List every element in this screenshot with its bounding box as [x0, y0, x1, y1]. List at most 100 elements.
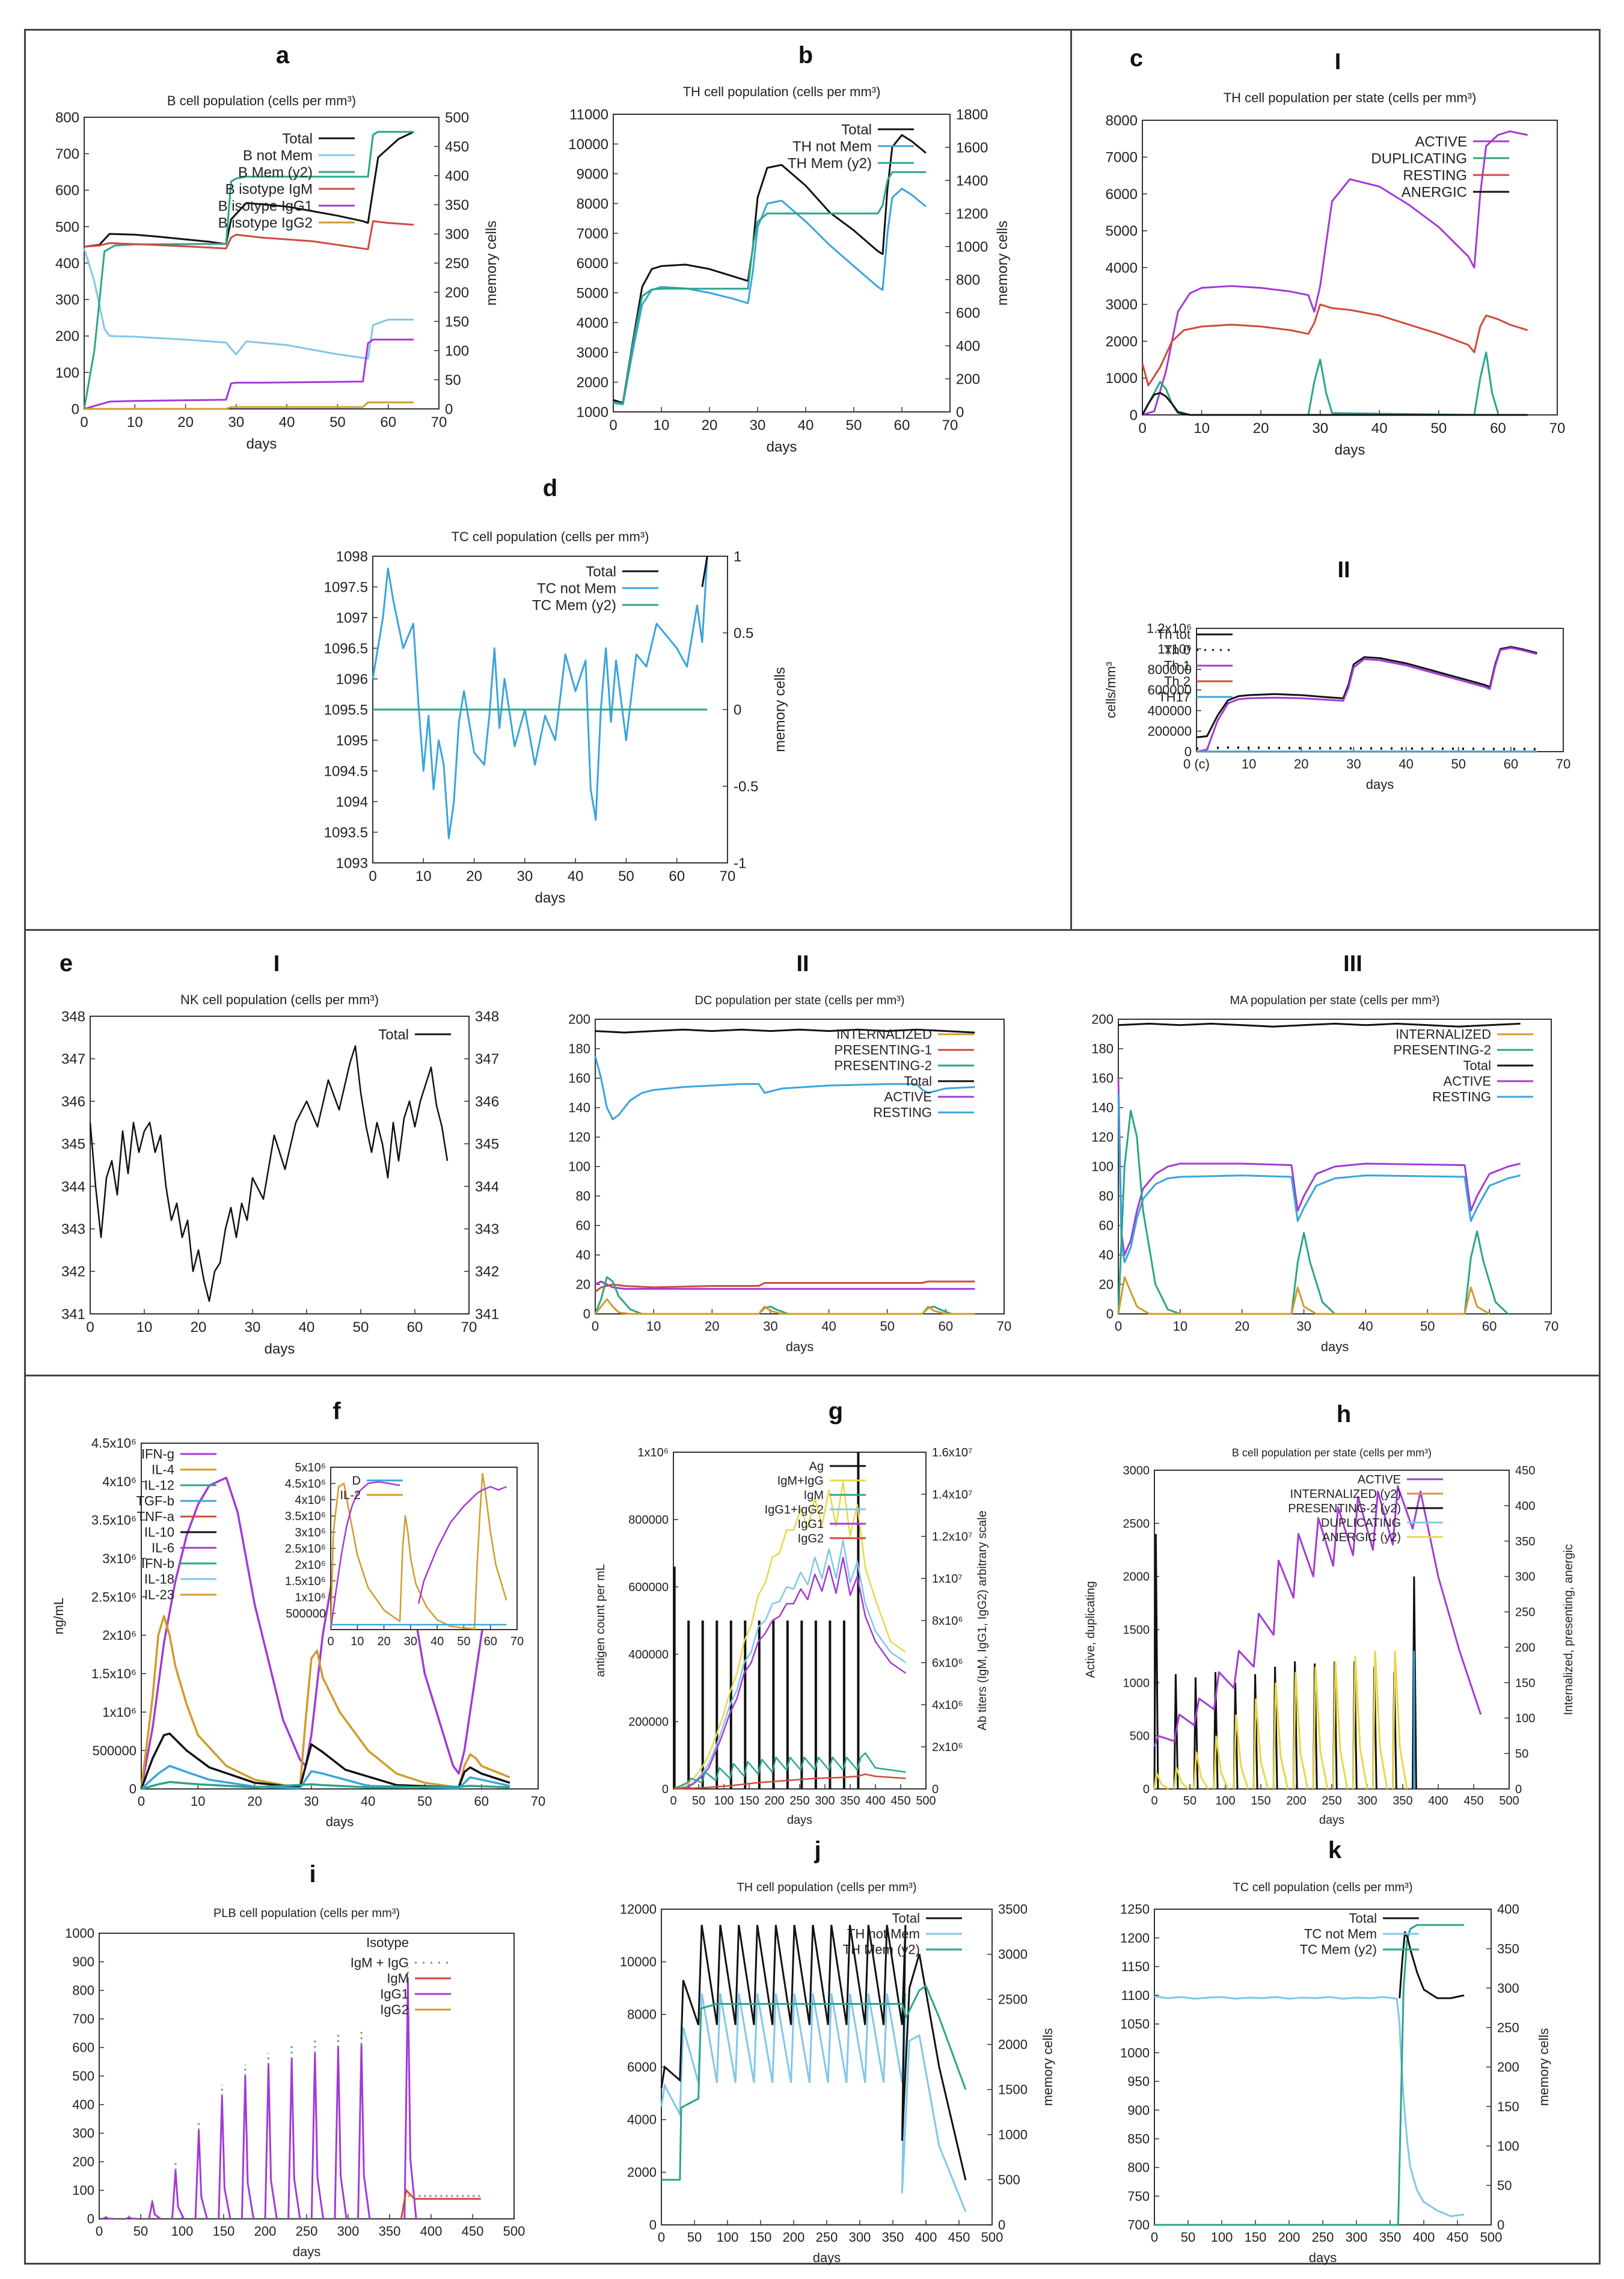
b-y2-tick-label: 0: [956, 404, 964, 420]
j-legend-label: TH not Mem: [847, 1927, 920, 1942]
h-internalized-spike: [1213, 1735, 1230, 1790]
g-x-tick-label: 350: [840, 1794, 860, 1808]
e2-chart-title: DC population per state (cells per mm³): [694, 994, 904, 1007]
g-x-axis-label: days: [787, 1814, 812, 1827]
f-y-tick-label: 4.5x10⁶: [91, 1436, 136, 1451]
d-y2-axis-label: memory cells: [772, 667, 788, 752]
a-y2-axis-label: memory cells: [483, 221, 500, 305]
g-y-tick-label: 200000: [628, 1716, 669, 1729]
k-y-tick-label: 1250: [1120, 1902, 1150, 1917]
g-y-axis-label: antigen count per mL: [594, 1564, 607, 1677]
c2-y-tick-label: 200000: [1148, 724, 1192, 739]
a-legend-label: B Mem (y2): [238, 164, 313, 180]
b-y2-tick-label: 400: [956, 338, 980, 354]
k-y-tick-label: 1150: [1121, 1959, 1150, 1974]
c1-y-tick-label: 7000: [1106, 150, 1138, 166]
a-y-tick-label: 0: [72, 401, 79, 417]
i-y-tick-label: 400: [72, 2097, 94, 2112]
b-chart-title: TH cell population (cells per mm³): [683, 84, 881, 99]
j-plot-frame: [661, 1909, 993, 2225]
i-igg1-spike: [218, 2096, 231, 2219]
e2-y-tick-label: 140: [568, 1100, 590, 1115]
d-x-tick-label: 20: [466, 868, 482, 885]
e2-x-tick-label: 50: [880, 1319, 894, 1334]
i-y-tick-label: 0: [87, 2212, 94, 2227]
b-x-tick-label: 0: [609, 417, 617, 434]
g-x-tick-label: 100: [714, 1794, 734, 1808]
g-y2-axis-label: Ab titers (IgM, IgG1, IgG2) arbitrary sc…: [976, 1511, 989, 1731]
a-x-tick-label: 70: [431, 414, 447, 431]
b-y-tick-label: 4000: [577, 315, 608, 331]
f-legend-label: IFN-b: [141, 1556, 174, 1571]
j-y2-tick-label: 2000: [998, 2037, 1028, 2052]
e2-legend-label: ACTIVE: [884, 1090, 932, 1105]
b-series-th-mem-y2-: [613, 171, 926, 405]
f-inset-x-tick-label: 70: [510, 1635, 524, 1648]
c2-x-tick-label: 50: [1451, 756, 1465, 771]
e2-y-tick-label: 200: [568, 1012, 590, 1027]
a-x-tick-label: 20: [177, 414, 194, 431]
c1-panel-numeral: I: [1335, 49, 1341, 75]
i-x-tick-label: 350: [379, 2224, 401, 2239]
i-panel-letter: i: [309, 1861, 316, 1888]
f-x-axis-label: days: [326, 1814, 354, 1829]
a-x-axis-label: days: [247, 436, 277, 452]
b-series-total: [613, 134, 927, 404]
i-y-tick-label: 1000: [65, 1926, 94, 1941]
f-inset-x-tick-label: 50: [457, 1635, 470, 1648]
h-legend-label: PRESENTING-2 (y2): [1288, 1502, 1401, 1515]
j-series-total: [660, 1925, 967, 2180]
h-internalized-spike: [1312, 1666, 1329, 1790]
h-x-tick-label: 350: [1393, 1794, 1412, 1808]
d-y2-tick-label: 1: [734, 548, 741, 565]
h-internalized-spike: [1153, 1770, 1169, 1790]
e3-y-tick-label: 0: [1106, 1307, 1114, 1322]
j-y-tick-label: 12000: [620, 1902, 657, 1917]
e3-y-tick-label: 100: [1091, 1159, 1114, 1174]
e1-y2-tick-label: 342: [475, 1264, 499, 1280]
f-inset-x-tick-label: 0: [327, 1635, 334, 1648]
e1-x-tick-label: 70: [461, 1319, 477, 1336]
b-y-tick-label: 6000: [577, 256, 608, 272]
j-x-tick-label: 0: [658, 2230, 665, 2245]
d-x-tick-label: 10: [415, 868, 432, 885]
c2-x-tick-label: 20: [1294, 756, 1308, 771]
f-y-tick-label: 3x10⁶: [102, 1551, 136, 1566]
d-x-tick-label: 50: [618, 868, 634, 885]
h-legend-label: INTERNALIZED (y2): [1290, 1488, 1401, 1501]
j-y-tick-label: 2000: [627, 2165, 657, 2180]
e3-y-tick-label: 140: [1091, 1100, 1114, 1115]
e3-y-tick-label: 60: [1099, 1218, 1114, 1233]
c2-y-tick-label: 0: [1184, 744, 1192, 759]
a-x-tick-label: 40: [279, 414, 295, 431]
h-internalized-spike: [1371, 1651, 1388, 1790]
d-x-tick-label: 0: [369, 868, 376, 885]
k-y2-tick-label: 350: [1497, 1941, 1519, 1956]
a-y-tick-label: 500: [55, 219, 79, 235]
h-x-tick-label: 400: [1428, 1794, 1448, 1808]
g-x-tick-label: 150: [739, 1794, 759, 1808]
c1-legend-label: RESTING: [1403, 167, 1467, 183]
i-y-tick-label: 100: [72, 2183, 94, 2198]
h-x-tick-label: 250: [1322, 1794, 1341, 1808]
e2-panel-numeral: II: [796, 951, 809, 977]
i-x-tick-label: 0: [96, 2224, 103, 2239]
j-x-tick-label: 150: [750, 2230, 772, 2245]
h-y-tick-label: 1000: [1123, 1676, 1150, 1690]
c2-series-th-1: [1196, 647, 1537, 753]
c2-x-axis-label: days: [1366, 777, 1394, 792]
h-internalized-spike: [1292, 1672, 1309, 1790]
e2-series-resting: [594, 1055, 975, 1121]
f-x-tick-label: 0: [138, 1794, 145, 1809]
h-y2-tick-label: 200: [1515, 1641, 1535, 1654]
e3-x-tick-label: 60: [1482, 1319, 1497, 1334]
f-legend-label: IL-10: [144, 1525, 174, 1540]
j-series-th-mem-y2-: [661, 1985, 967, 2181]
b-y-tick-label: 5000: [577, 285, 608, 301]
c2-legend-label: Th 2: [1164, 674, 1190, 689]
f-series-il-4: [140, 1615, 510, 1790]
a-x-tick-label: 60: [380, 414, 396, 431]
e1-chart-title: NK cell population (cells per mm³): [180, 992, 379, 1007]
e1-y2-tick-label: 348: [475, 1008, 499, 1025]
j-x-tick-label: 100: [717, 2230, 739, 2245]
